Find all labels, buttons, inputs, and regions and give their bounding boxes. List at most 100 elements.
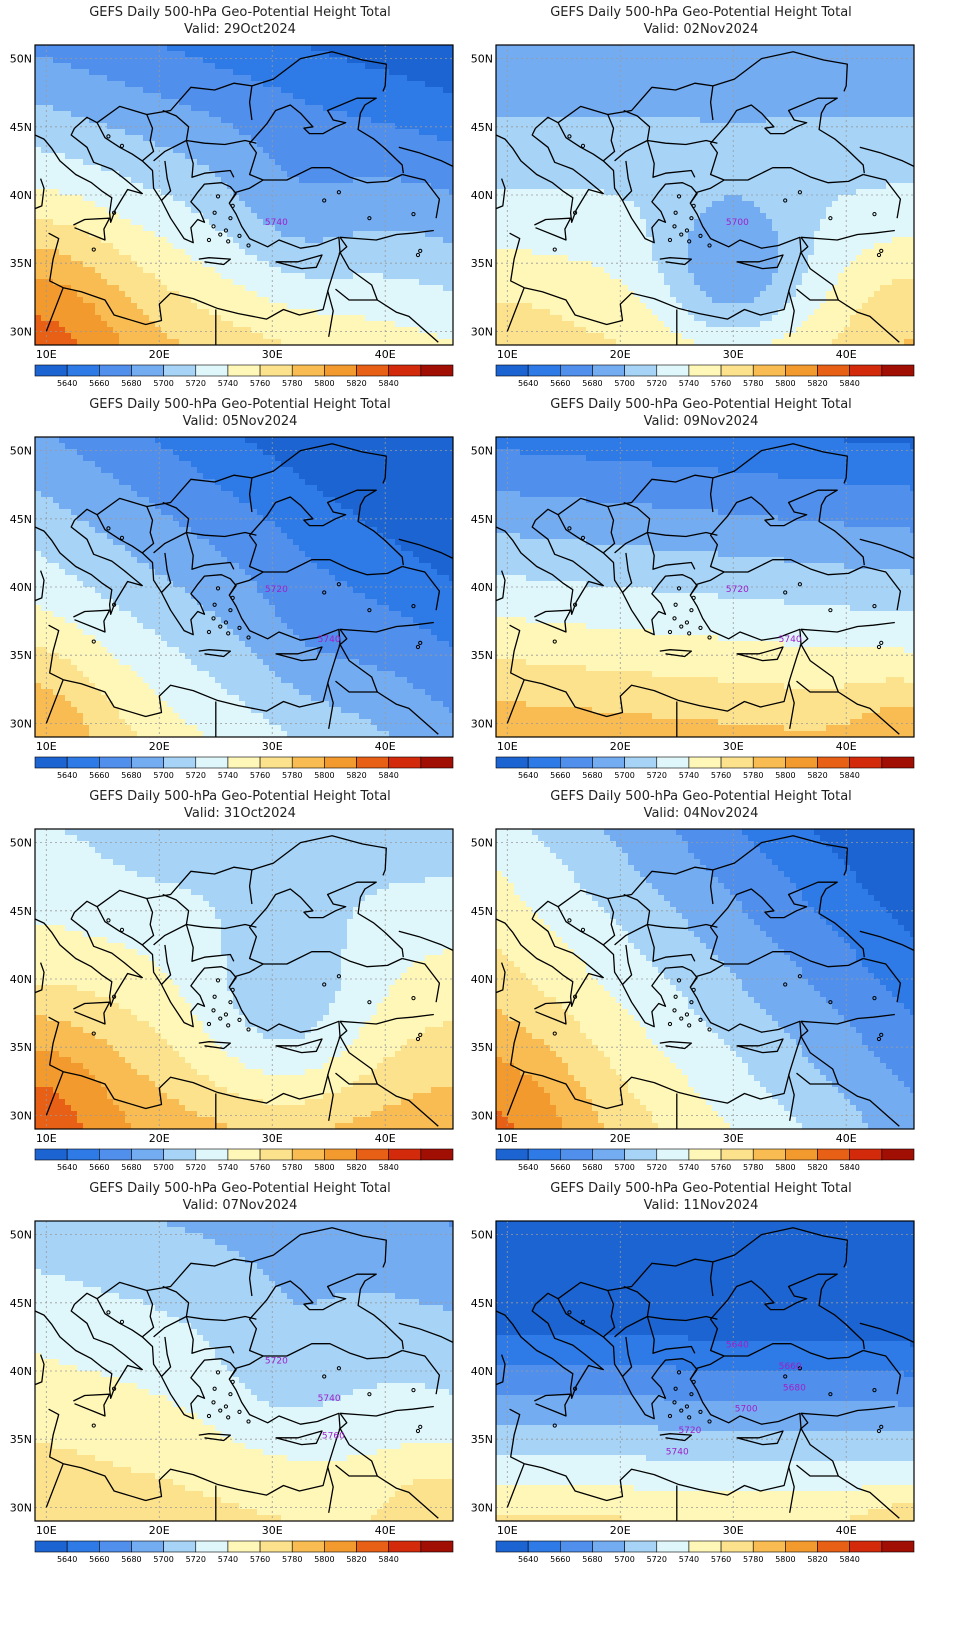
lat-tick-label: 40N [10, 973, 32, 986]
lon-tick-label: 20E [610, 348, 631, 361]
colorbar-swatch [34, 756, 68, 769]
coastlines [35, 835, 453, 1129]
colorbar-swatch [752, 1540, 786, 1553]
colorbar-swatch [817, 1148, 850, 1161]
colorbar-label: 5760 [711, 771, 731, 780]
colorbar-swatch [163, 364, 197, 377]
colorbar-label: 5760 [711, 379, 731, 388]
colorbar-swatch [527, 1540, 561, 1553]
lon-tick-label: 30E [262, 740, 283, 753]
lon-tick-label: 40E [836, 1524, 857, 1537]
colorbar-label: 5720 [647, 1555, 667, 1564]
graticule [496, 45, 914, 345]
colorbar-label: 5740 [679, 379, 699, 388]
colorbar-swatch [259, 756, 293, 769]
colorbar-swatch [131, 756, 164, 769]
colorbar-swatch [592, 1540, 625, 1553]
colorbar-swatch [656, 364, 690, 377]
colorbar-label: 5840 [840, 379, 860, 388]
colorbar-label: 5660 [550, 379, 570, 388]
colorbar-swatch [881, 756, 915, 769]
colorbar-swatch [495, 1148, 529, 1161]
map-frame [34, 44, 454, 346]
colorbar-label: 5820 [807, 1163, 827, 1172]
colorbar-swatch [592, 756, 625, 769]
colorbar-label: 5800 [775, 1163, 795, 1172]
colorbar-label: 5820 [807, 771, 827, 780]
colorbar-swatch [99, 1540, 132, 1553]
colorbar-swatch [849, 1540, 883, 1553]
colorbar-swatch [688, 364, 722, 377]
lat-tick-label: 35N [471, 649, 493, 662]
colorbar-swatch [849, 1148, 883, 1161]
contour-label: 5720 [678, 1426, 701, 1436]
colorbar-label: 5740 [218, 1555, 238, 1564]
lon-tick-label: 30E [723, 740, 744, 753]
colorbar-swatch [99, 756, 132, 769]
lat-tick-label: 30N [10, 1109, 32, 1122]
colorbar-swatch [324, 364, 357, 377]
colorbar-swatch [291, 756, 325, 769]
lat-tick-label: 45N [471, 121, 493, 134]
lat-tick-label: 50N [10, 1229, 32, 1242]
colorbar-label: 5700 [614, 1555, 634, 1564]
height-map: 10E 20E 30E 40E 30N 35N 40N 45N 50N 5640 5660 5680 5… [471, 1220, 915, 1564]
colorbar-swatch [66, 364, 100, 377]
panel-title: GEFS Daily 500-hPa Geo-Potential Height … [0, 1181, 480, 1197]
colorbar-label: 5800 [314, 379, 334, 388]
colorbar-swatch [495, 1540, 529, 1553]
colorbar-swatch [388, 1540, 422, 1553]
colorbar-swatch [195, 1540, 229, 1553]
colorbar-label: 5820 [346, 1163, 366, 1172]
colorbar-swatch [785, 1148, 818, 1161]
colorbar-swatch [324, 756, 357, 769]
colorbar-swatch [656, 1148, 690, 1161]
graticule [496, 1221, 914, 1521]
colorbar-swatch [131, 364, 164, 377]
colorbar-swatch [388, 1148, 422, 1161]
colorbar-label: 5760 [250, 379, 270, 388]
lat-tick-label: 45N [10, 121, 32, 134]
colorbar-label: 5780 [282, 379, 302, 388]
panel-title: GEFS Daily 500-hPa Geo-Potential Height … [0, 5, 480, 21]
colorbar-swatch [624, 1540, 658, 1553]
colorbar-label: 5680 [121, 1163, 141, 1172]
colorbar-swatch [817, 1540, 850, 1553]
graticule [35, 829, 453, 1129]
colorbar-label: 5780 [743, 1163, 763, 1172]
coastlines [496, 1227, 914, 1521]
height-field [35, 829, 453, 1129]
contour-label: 5660 [779, 1362, 802, 1372]
colorbar-swatch [420, 1540, 454, 1553]
colorbar-swatch [227, 1148, 261, 1161]
lat-tick-label: 45N [471, 905, 493, 918]
colorbar-swatch [66, 756, 100, 769]
lat-tick-label: 35N [10, 1041, 32, 1054]
colorbar-label: 5720 [186, 771, 206, 780]
colorbar-swatch [356, 1148, 389, 1161]
lat-tick-label: 50N [10, 837, 32, 850]
colorbar-label: 5660 [550, 771, 570, 780]
colorbar-label: 5660 [550, 1555, 570, 1564]
colorbar-label: 5640 [518, 1163, 538, 1172]
colorbar-label: 5680 [121, 771, 141, 780]
colorbar-swatch [34, 364, 68, 377]
map-panel: 10E 20E 30E 40E 30N 35N 40N 45N 50N 5700 5640 5660 5… [461, 0, 941, 410]
lat-tick-label: 40N [471, 581, 493, 594]
colorbar-swatch [388, 364, 422, 377]
coastlines [35, 51, 453, 345]
colorbar-label: 5700 [614, 771, 634, 780]
lon-tick-label: 40E [375, 348, 396, 361]
colorbar-swatch [259, 1540, 293, 1553]
lon-tick-label: 10E [36, 1132, 57, 1145]
colorbar-label: 5760 [711, 1555, 731, 1564]
colorbar-label: 5820 [807, 379, 827, 388]
coastlines [496, 51, 914, 345]
colorbar-swatch [817, 364, 850, 377]
colorbar-swatch [34, 1540, 68, 1553]
colorbar-swatch [752, 756, 786, 769]
lat-tick-label: 45N [10, 513, 32, 526]
colorbar-label: 5760 [711, 1163, 731, 1172]
colorbar-swatch [324, 1148, 357, 1161]
